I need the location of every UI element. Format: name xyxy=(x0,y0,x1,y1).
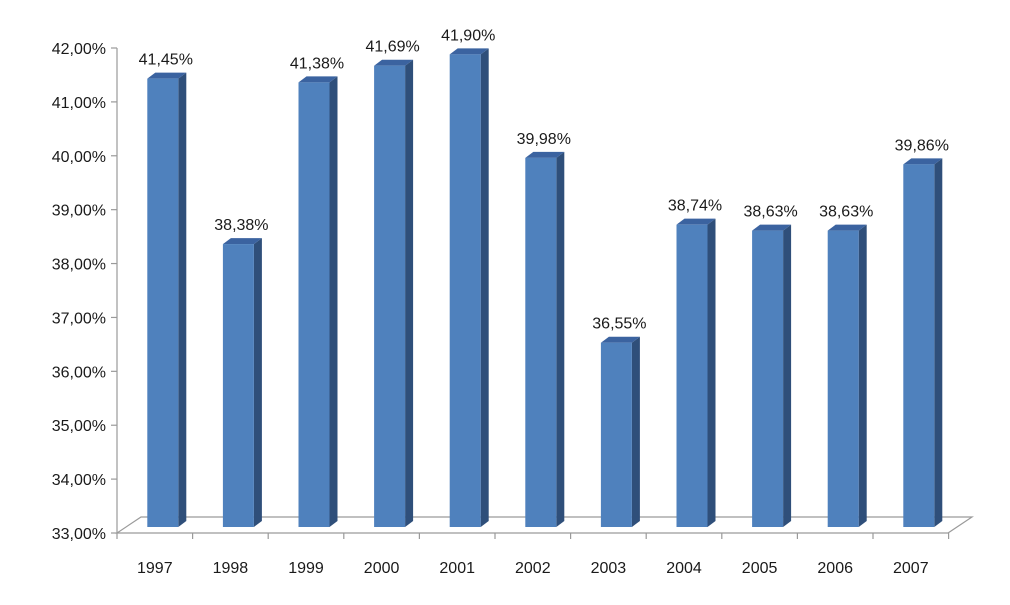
y-tick-label: 35,00% xyxy=(52,418,106,435)
data-label: 39,98% xyxy=(517,131,571,148)
x-tick-label: 2005 xyxy=(742,560,778,577)
data-labels: 41,45% 38,38% 41,38% 41,69% 41,90% 39,98% 36,5… xyxy=(139,27,949,332)
data-label: 41,38% xyxy=(290,55,344,72)
bar-top-face xyxy=(600,336,640,343)
bar xyxy=(903,158,943,528)
bar-front-face xyxy=(449,54,481,528)
y-tick-label: 39,00% xyxy=(52,203,106,220)
bar-side-face xyxy=(253,238,262,528)
x-tick-label: 1998 xyxy=(213,560,249,577)
bar-side-face xyxy=(405,59,414,527)
x-tick-label: 1997 xyxy=(137,560,173,577)
bar xyxy=(449,48,489,528)
data-label: 39,86% xyxy=(895,137,949,154)
bar-top-face xyxy=(374,59,414,66)
bar-top-face xyxy=(449,48,489,55)
bar xyxy=(374,59,414,527)
bar-front-face xyxy=(222,244,254,528)
bar-front-face xyxy=(752,230,784,527)
y-tick-label: 34,00% xyxy=(52,472,106,489)
bar-top-face xyxy=(903,158,943,165)
x-tick-label: 2006 xyxy=(817,560,853,577)
bar xyxy=(676,218,716,527)
bar-top-face xyxy=(298,76,338,83)
bar-side-face xyxy=(178,72,187,527)
bar xyxy=(147,72,187,527)
y-tick-label: 37,00% xyxy=(52,310,106,327)
y-tick-label: 38,00% xyxy=(52,257,106,274)
bar-side-face xyxy=(329,76,338,528)
bar-side-face xyxy=(783,224,792,527)
data-label: 41,90% xyxy=(441,27,495,44)
y-tick-label: 42,00% xyxy=(52,41,106,58)
x-tick-label: 2001 xyxy=(439,560,475,577)
x-tick-label: 2004 xyxy=(666,560,702,577)
data-label: 36,55% xyxy=(592,316,646,333)
y-axis-ticks: 33,00% 34,00% 35,00% 36,00% 37,00% 38,00% 39,0… xyxy=(52,41,117,543)
bar-top-face xyxy=(525,151,565,158)
bar-top-face xyxy=(676,218,716,225)
y-tick-label: 40,00% xyxy=(52,149,106,166)
bar-side-face xyxy=(631,336,640,527)
bar-side-face xyxy=(556,151,565,527)
bar-side-face xyxy=(480,48,489,528)
data-label: 38,63% xyxy=(743,204,797,221)
bar-front-face xyxy=(147,78,179,527)
x-axis-labels: 1997 1998 1999 2000 2001 2002 2003 2004 2005 2006… xyxy=(137,560,929,577)
y-tick-label: 41,00% xyxy=(52,95,106,112)
bar-side-face xyxy=(934,158,943,528)
axes xyxy=(115,48,974,539)
chart-floor xyxy=(115,516,974,534)
y-tick-label: 33,00% xyxy=(52,526,106,543)
bar-series xyxy=(147,48,943,528)
data-label: 41,45% xyxy=(139,52,193,69)
x-tick-label: 2003 xyxy=(591,560,627,577)
bar-side-face xyxy=(858,224,867,527)
x-tick-label: 2000 xyxy=(364,560,400,577)
data-label: 38,38% xyxy=(214,217,268,234)
bar-front-face xyxy=(298,82,330,528)
bar-front-face xyxy=(903,164,935,528)
bar xyxy=(525,151,565,527)
bar-side-face xyxy=(707,218,716,527)
y-tick-label: 36,00% xyxy=(52,364,106,381)
bar xyxy=(827,224,867,527)
bar-front-face xyxy=(374,65,406,527)
bar-top-face xyxy=(827,224,867,231)
data-label: 41,69% xyxy=(365,39,419,56)
bar-front-face xyxy=(525,157,557,527)
x-tick-label: 2007 xyxy=(893,560,929,577)
bar xyxy=(298,76,338,528)
bar xyxy=(222,238,262,528)
bar-top-face xyxy=(147,72,187,79)
bar-front-face xyxy=(676,224,708,527)
bar-front-face xyxy=(827,230,859,527)
x-tick-label: 1999 xyxy=(288,560,324,577)
bar-top-face xyxy=(222,238,262,245)
bar xyxy=(600,336,640,527)
x-tick-label: 2002 xyxy=(515,560,551,577)
data-label: 38,63% xyxy=(819,204,873,221)
bar-top-face xyxy=(752,224,792,231)
bar xyxy=(752,224,792,527)
data-label: 38,74% xyxy=(668,198,722,215)
bar-front-face xyxy=(600,342,632,527)
